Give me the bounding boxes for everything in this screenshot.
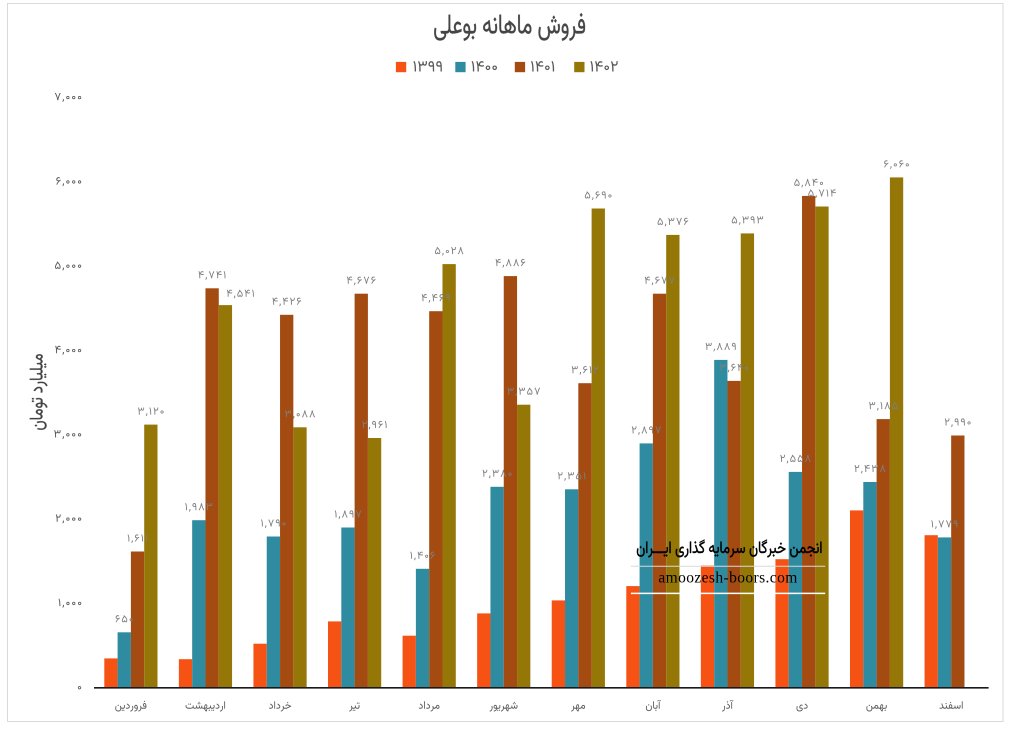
svg-text:amoozesh-boors.com: amoozesh-boors.com	[658, 570, 797, 587]
